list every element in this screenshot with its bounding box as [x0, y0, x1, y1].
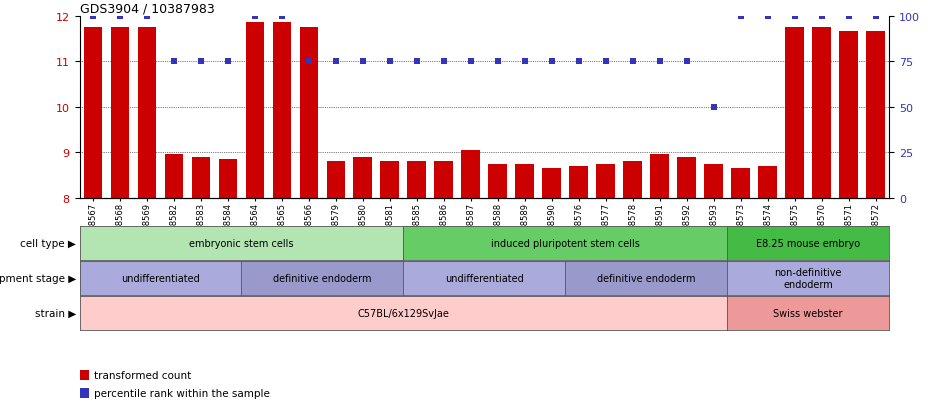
Bar [866, 32, 885, 198]
Text: Swiss webster: Swiss webster [773, 309, 843, 318]
Point [274, 13, 289, 20]
Bar [596, 164, 615, 198]
Point [139, 13, 154, 20]
Point [733, 13, 748, 20]
Bar [138, 28, 156, 198]
Bar [812, 28, 831, 198]
Point [301, 59, 316, 65]
Text: GDS3904 / 10387983: GDS3904 / 10387983 [80, 2, 214, 15]
Text: cell type ▶: cell type ▶ [21, 238, 76, 248]
Bar [704, 164, 724, 198]
Bar [840, 32, 858, 198]
Point [652, 59, 667, 65]
Point [85, 13, 100, 20]
Text: definitive endoderm: definitive endoderm [597, 273, 695, 283]
Bar [300, 28, 318, 198]
Bar [165, 155, 183, 198]
Point [329, 59, 344, 65]
Bar [80, 370, 89, 380]
Text: undifferentiated: undifferentiated [445, 273, 524, 283]
Text: development stage ▶: development stage ▶ [0, 273, 76, 283]
Bar [569, 166, 589, 198]
Bar [272, 24, 291, 198]
Bar [461, 150, 480, 198]
Point [436, 59, 451, 65]
Point [490, 59, 505, 65]
Bar [80, 388, 89, 398]
Bar [731, 169, 751, 198]
Bar [542, 169, 562, 198]
Point [247, 13, 262, 20]
Text: induced pluripotent stem cells: induced pluripotent stem cells [490, 238, 640, 248]
Bar [83, 28, 103, 198]
Point [680, 59, 695, 65]
Text: undifferentiated: undifferentiated [121, 273, 200, 283]
Point [383, 59, 398, 65]
Point [841, 13, 856, 20]
Text: C57BL/6x129SvJae: C57BL/6x129SvJae [358, 309, 449, 318]
Bar [245, 24, 265, 198]
Bar [407, 162, 427, 198]
Point [221, 59, 236, 65]
Bar [218, 160, 238, 198]
Bar [623, 162, 642, 198]
Point [463, 59, 478, 65]
Point [112, 13, 127, 20]
Point [545, 59, 560, 65]
Bar [489, 164, 507, 198]
Text: embryonic stem cells: embryonic stem cells [189, 238, 294, 248]
Text: transformed count: transformed count [95, 370, 192, 380]
Bar [785, 28, 804, 198]
Point [571, 59, 586, 65]
Point [518, 59, 533, 65]
Text: percentile rank within the sample: percentile rank within the sample [95, 388, 271, 398]
Bar [651, 155, 669, 198]
Point [760, 13, 775, 20]
Point [625, 59, 640, 65]
Point [409, 59, 424, 65]
Bar [516, 164, 534, 198]
Text: definitive endoderm: definitive endoderm [273, 273, 372, 283]
Text: strain ▶: strain ▶ [35, 309, 76, 318]
Bar [110, 28, 129, 198]
Point [787, 13, 802, 20]
Bar [327, 162, 345, 198]
Text: non-definitive
endoderm: non-definitive endoderm [774, 268, 842, 289]
Bar [354, 157, 373, 198]
Bar [678, 157, 696, 198]
Point [194, 59, 209, 65]
Point [598, 59, 613, 65]
Bar [758, 166, 777, 198]
Point [869, 13, 884, 20]
Bar [434, 162, 453, 198]
Point [356, 59, 371, 65]
Text: E8.25 mouse embryo: E8.25 mouse embryo [756, 238, 860, 248]
Point [707, 104, 722, 111]
Bar [192, 157, 211, 198]
Point [814, 13, 829, 20]
Bar [380, 162, 400, 198]
Point [167, 59, 182, 65]
